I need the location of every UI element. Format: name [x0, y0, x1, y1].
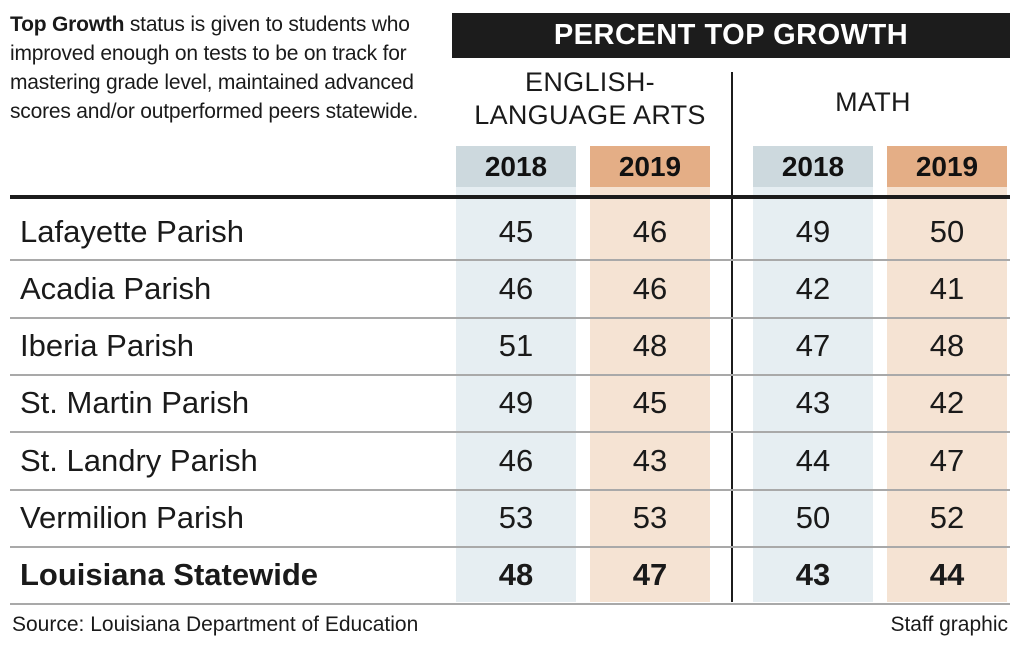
table-cell: 47 — [632, 557, 668, 593]
row-divider — [10, 373, 1010, 376]
year-header-0: 2018 — [456, 146, 576, 187]
table-cell: 49 — [498, 385, 534, 421]
group-header-math: MATH — [736, 86, 1010, 119]
table-cell: 48 — [498, 557, 534, 593]
row-label: Lafayette Parish — [20, 213, 245, 249]
table-cell: 44 — [929, 557, 965, 593]
table-cell: 51 — [498, 328, 534, 364]
table-cell: 43 — [795, 385, 831, 421]
row-divider — [10, 488, 1010, 491]
row-label: St. Martin Parish — [20, 385, 250, 421]
table-cell: 50 — [795, 500, 831, 535]
table-cell: 44 — [795, 442, 831, 478]
row-divider — [10, 259, 1010, 262]
year-header-2: 2018 — [753, 146, 873, 187]
row-label: Iberia Parish — [20, 328, 195, 364]
table-cell: 43 — [632, 442, 668, 478]
table-cell: 49 — [795, 213, 831, 249]
table-cell: 41 — [929, 270, 965, 306]
intro-text: Top Growth status is given to students w… — [10, 10, 440, 126]
group-header-math-label: MATH — [835, 87, 911, 117]
group-header-ela-label: ENGLISH- LANGUAGE ARTS — [474, 67, 706, 130]
table-cell: 46 — [632, 270, 668, 306]
table-cell: 47 — [929, 442, 965, 478]
table-cell: 45 — [498, 213, 534, 249]
table-cell: 52 — [929, 500, 965, 535]
table-cell: 46 — [498, 442, 534, 478]
intro-lead: Top Growth — [10, 13, 125, 36]
source-note: Source: Louisiana Department of Educatio… — [12, 613, 419, 636]
table-cell: 53 — [632, 500, 668, 535]
table-cell: 43 — [795, 557, 831, 593]
row-label: Acadia Parish — [20, 270, 212, 306]
row-divider — [10, 431, 1010, 434]
credit-note: Staff graphic — [890, 613, 1008, 636]
table-cell: 42 — [929, 385, 965, 421]
table-cell: 53 — [498, 500, 534, 535]
year-header-3: 2019 — [887, 146, 1007, 187]
group-divider — [731, 72, 733, 602]
table-cell: 48 — [929, 328, 965, 364]
table-cell: 42 — [795, 270, 831, 306]
intro-body: status is given to students who improved… — [10, 13, 419, 123]
row-divider — [10, 316, 1010, 319]
table-title: PERCENT TOP GROWTH — [452, 13, 1010, 58]
row-label: Vermilion Parish — [20, 500, 244, 535]
row-label: Louisiana Statewide — [20, 557, 319, 593]
row-divider — [10, 603, 1010, 606]
table-cell: 45 — [632, 385, 668, 421]
table-cell: 46 — [632, 213, 668, 249]
table-cell: 50 — [929, 213, 965, 249]
table-cell: 46 — [498, 270, 534, 306]
group-header-ela: ENGLISH- LANGUAGE ARTS — [452, 66, 728, 132]
header-rule — [10, 195, 1010, 199]
table-cell: 48 — [632, 328, 668, 364]
table-cell: 47 — [795, 328, 831, 364]
row-divider — [10, 545, 1010, 548]
row-label: St. Landry Parish — [20, 442, 258, 478]
year-header-1: 2019 — [590, 146, 710, 187]
